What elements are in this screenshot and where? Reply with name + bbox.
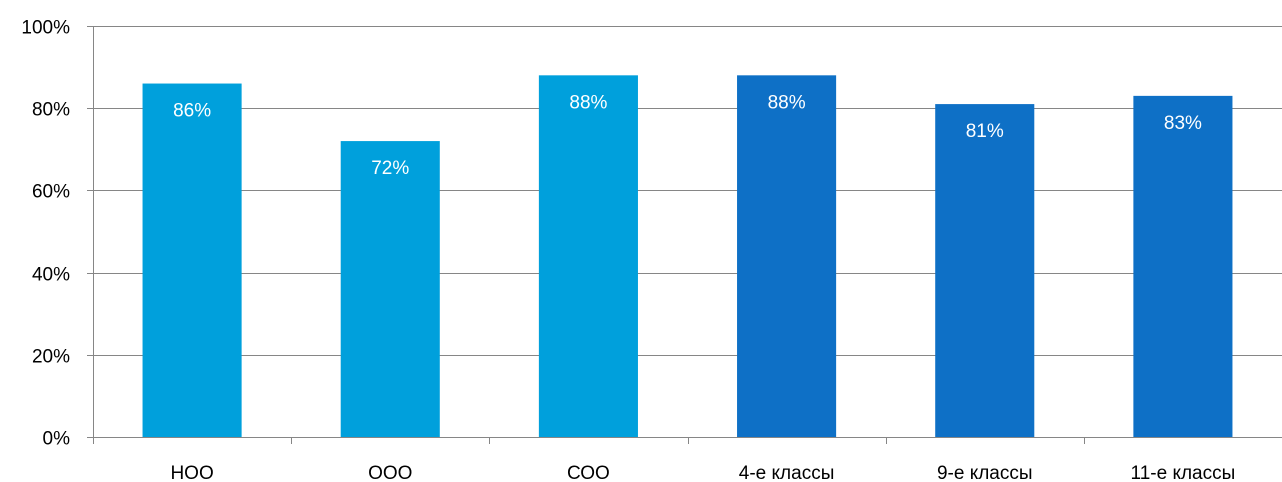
data-label: 86% <box>173 101 211 122</box>
y-tick-label: 20% <box>32 347 70 368</box>
data-label: 83% <box>1164 113 1202 134</box>
x-tick-label: ООО <box>368 463 412 482</box>
x-tick-label: 4-е классы <box>739 463 835 482</box>
gridlines <box>93 27 1282 356</box>
bars <box>143 75 1233 437</box>
bar-1 <box>143 84 242 437</box>
bar-6 <box>1133 96 1232 437</box>
x-tick-label: НОО <box>170 463 213 482</box>
y-tick-label: 40% <box>32 265 70 286</box>
axes <box>87 26 1282 444</box>
x-tick-label: СОО <box>567 463 610 482</box>
x-tick-label: 9-е классы <box>937 463 1033 482</box>
bar-5 <box>935 104 1034 437</box>
bar-4 <box>737 75 836 437</box>
data-label: 88% <box>569 92 607 113</box>
x-tick-label: 11-е классы <box>1131 463 1236 482</box>
data-label: 72% <box>371 158 409 179</box>
bar-2 <box>341 141 440 437</box>
y-tick-label: 80% <box>32 100 70 121</box>
y-tick-label: 60% <box>32 182 70 203</box>
data-label: 88% <box>768 92 806 113</box>
y-tick-label: 100% <box>21 18 70 39</box>
data-label: 81% <box>966 121 1004 142</box>
bar-3 <box>539 75 638 437</box>
y-tick-label: 0% <box>43 429 71 450</box>
